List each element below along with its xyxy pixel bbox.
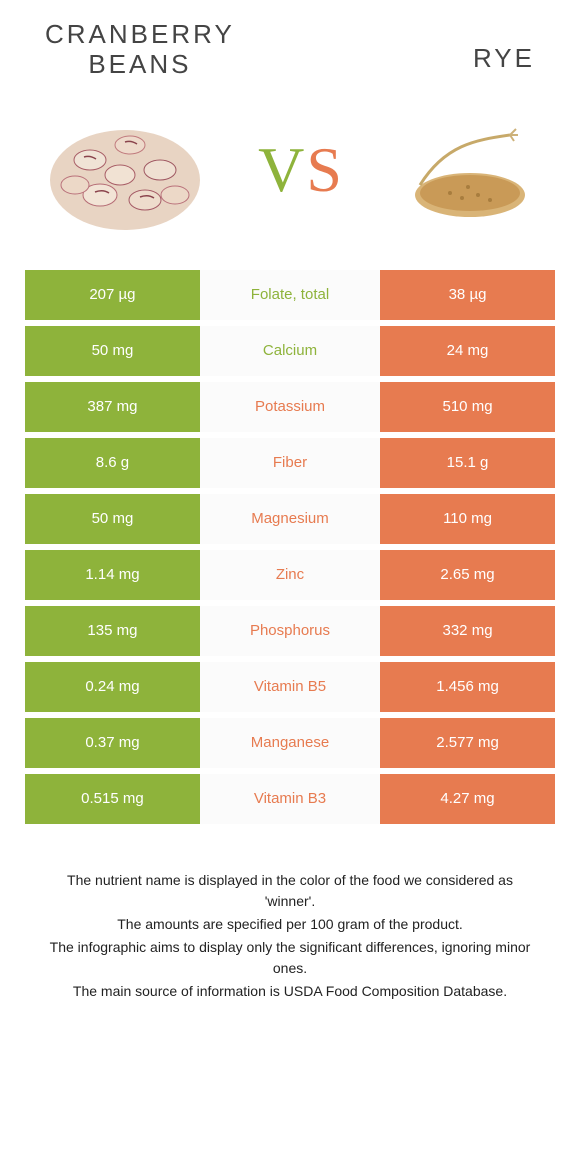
- right-value: 1.456 mg: [380, 662, 555, 712]
- left-value: 50 mg: [25, 326, 200, 376]
- nutrient-label: Folate, total: [200, 270, 380, 320]
- nutrient-label: Calcium: [200, 326, 380, 376]
- images-row: V S: [15, 90, 565, 270]
- table-row: 0.24 mgVitamin B51.456 mg: [25, 662, 555, 718]
- vs-label: V S: [258, 133, 342, 207]
- right-value: 2.65 mg: [380, 550, 555, 600]
- footnote-line: The main source of information is USDA F…: [40, 981, 540, 1002]
- infographic-page: CRANBERRY BEANS RYE: [0, 0, 580, 1044]
- nutrient-label: Manganese: [200, 718, 380, 768]
- right-food-image: [390, 115, 540, 225]
- left-value: 8.6 g: [25, 438, 200, 488]
- nutrient-table: 207 µgFolate, total38 µg50 mgCalcium24 m…: [25, 270, 555, 830]
- left-food-title: CRANBERRY BEANS: [45, 20, 235, 80]
- table-row: 135 mgPhosphorus332 mg: [25, 606, 555, 662]
- table-row: 207 µgFolate, total38 µg: [25, 270, 555, 326]
- right-value: 2.577 mg: [380, 718, 555, 768]
- left-value: 387 mg: [25, 382, 200, 432]
- table-row: 50 mgCalcium24 mg: [25, 326, 555, 382]
- right-value: 4.27 mg: [380, 774, 555, 824]
- footnote-line: The infographic aims to display only the…: [40, 937, 540, 979]
- right-value: 110 mg: [380, 494, 555, 544]
- left-value: 0.515 mg: [25, 774, 200, 824]
- table-row: 8.6 gFiber15.1 g: [25, 438, 555, 494]
- left-value: 1.14 mg: [25, 550, 200, 600]
- nutrient-label: Fiber: [200, 438, 380, 488]
- right-value: 332 mg: [380, 606, 555, 656]
- nutrient-label: Zinc: [200, 550, 380, 600]
- left-food-image: [40, 100, 210, 240]
- left-value: 0.37 mg: [25, 718, 200, 768]
- nutrient-label: Phosphorus: [200, 606, 380, 656]
- nutrient-label: Vitamin B5: [200, 662, 380, 712]
- header: CRANBERRY BEANS RYE: [15, 20, 565, 90]
- footnote-line: The nutrient name is displayed in the co…: [40, 870, 540, 912]
- right-food-title: RYE: [473, 44, 535, 74]
- table-row: 387 mgPotassium510 mg: [25, 382, 555, 438]
- table-row: 0.515 mgVitamin B34.27 mg: [25, 774, 555, 830]
- table-row: 1.14 mgZinc2.65 mg: [25, 550, 555, 606]
- right-value: 38 µg: [380, 270, 555, 320]
- left-value: 135 mg: [25, 606, 200, 656]
- right-value: 24 mg: [380, 326, 555, 376]
- footnotes: The nutrient name is displayed in the co…: [40, 870, 540, 1002]
- footnote-line: The amounts are specified per 100 gram o…: [40, 914, 540, 935]
- table-row: 50 mgMagnesium110 mg: [25, 494, 555, 550]
- nutrient-label: Potassium: [200, 382, 380, 432]
- left-value: 207 µg: [25, 270, 200, 320]
- vs-v: V: [258, 133, 304, 207]
- vs-s: S: [306, 133, 342, 207]
- right-value: 510 mg: [380, 382, 555, 432]
- nutrient-label: Vitamin B3: [200, 774, 380, 824]
- right-value: 15.1 g: [380, 438, 555, 488]
- nutrient-label: Magnesium: [200, 494, 380, 544]
- left-value: 0.24 mg: [25, 662, 200, 712]
- left-value: 50 mg: [25, 494, 200, 544]
- table-row: 0.37 mgManganese2.577 mg: [25, 718, 555, 774]
